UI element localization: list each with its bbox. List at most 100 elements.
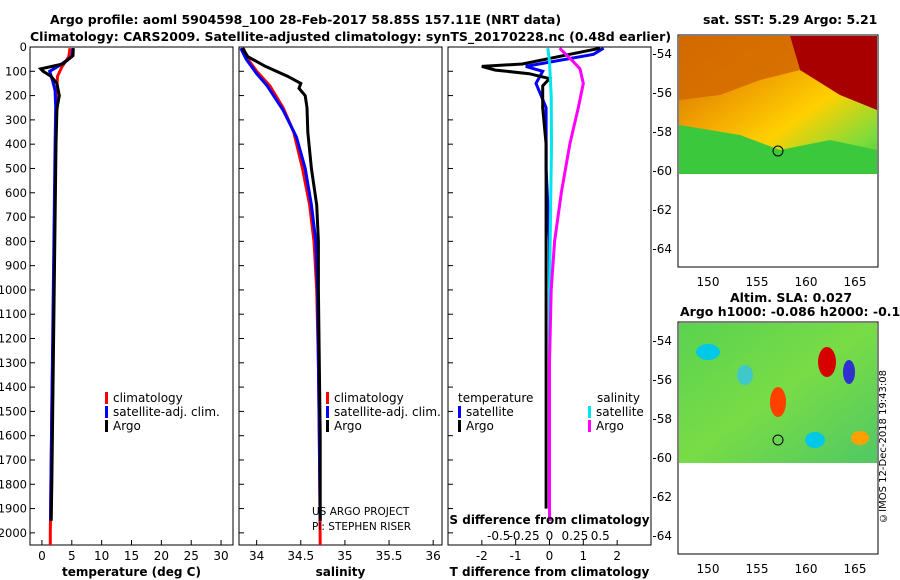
sla-map-ytick-label: -60 — [652, 451, 672, 465]
figure-title-line1: Argo profile: aoml 5904598_100 28-Feb-20… — [50, 12, 562, 27]
temperature-xtick-label: 0 — [38, 549, 46, 563]
sst-map-ytick-label: -58 — [652, 125, 672, 139]
pressure-tick-label: 1400 — [0, 380, 27, 394]
pressure-tick-label: 1700 — [0, 453, 27, 467]
top-xtick-label: -0.5 — [487, 529, 510, 543]
salinity-legend-swatch — [326, 406, 329, 418]
sla-map-ytick-label: -64 — [652, 529, 672, 543]
salinity-xtick-label: 36 — [426, 549, 441, 563]
differences-series-t-satellite — [525, 46, 605, 521]
pressure-tick-label: 200 — [5, 89, 27, 103]
sla-eddy-orange — [851, 431, 869, 445]
pressure-tick-label: 700 — [5, 210, 27, 224]
sla-argo-marker — [772, 434, 784, 446]
sst-map-ytick-label: -60 — [652, 164, 672, 178]
pressure-tick-label: 500 — [5, 161, 27, 175]
pressure-tick-label: 600 — [5, 186, 27, 200]
temperature-legend-label: satellite-adj. clim. — [113, 405, 220, 419]
sla-map-xtick-label: 160 — [795, 562, 818, 576]
salinity-plot-frame — [238, 46, 443, 546]
diff-legend-swatch — [458, 420, 461, 432]
temperature-xtick-label: 20 — [154, 549, 169, 563]
maps-layer: 150 155 160 165 -54 -56 -58 -60 -62 -64 150 155 160 1… — [652, 34, 879, 576]
differences-xtick-label: 0 — [546, 549, 554, 563]
sla-eddy-cyan-3 — [737, 365, 753, 385]
sst-map-xtick-label: 150 — [697, 275, 720, 289]
diff-legend-swatch — [588, 420, 591, 432]
temperature-legend-label: Argo — [113, 419, 141, 433]
diff-legend-title-salinity: salinity — [597, 391, 640, 405]
sst-green-region — [679, 125, 877, 174]
differences-series-s-argo — [548, 47, 585, 521]
sla-map-ytick-label: -58 — [652, 412, 672, 426]
pressure-tick-label: 300 — [5, 113, 27, 127]
sst-map-xtick-label: 165 — [844, 275, 867, 289]
temperature-xtick-label: 15 — [124, 549, 139, 563]
pressure-tick-label: 800 — [5, 234, 27, 248]
top-xlabel: S difference from climatology — [449, 513, 649, 527]
diff-legend-label: Argo — [466, 419, 494, 433]
sst-map-ytick-label: -62 — [652, 203, 672, 217]
temperature-plot-frame — [29, 46, 234, 546]
pressure-tick-label: 1600 — [0, 429, 27, 443]
pressure-tick-label: 1800 — [0, 477, 27, 491]
differences-xlabel: T difference from climatology — [450, 565, 650, 579]
top-xtick-label: 0.25 — [562, 529, 589, 543]
pressure-tick-label: 400 — [5, 137, 27, 151]
figure-title-line2: Climatology: CARS2009. Satellite-adjuste… — [30, 29, 672, 44]
sla-map-xtick-label: 165 — [844, 562, 867, 576]
diff-legend-title-temperature: temperature — [458, 391, 533, 405]
temperature-xtick-label: 30 — [213, 549, 228, 563]
sst-map-ytick-label: -54 — [652, 47, 672, 61]
sla-eddy-cyan-2 — [805, 432, 825, 448]
pressure-tick-label: 900 — [5, 259, 27, 273]
pressure-tick-label: 1500 — [0, 404, 27, 418]
salinity-xtick-label: 34.5 — [287, 549, 314, 563]
salinity-xtick-label: 35.5 — [376, 549, 403, 563]
salinity-xtick-label: 35 — [337, 549, 352, 563]
salinity-xtick-label: 34 — [249, 549, 264, 563]
diff-legend-swatch — [588, 406, 591, 418]
sla-map-title: Altim. SLA: 0.027 — [730, 290, 853, 305]
sla-map-ytick-label: -54 — [652, 334, 672, 348]
sst-map-ytick-label: -56 — [652, 86, 672, 100]
differences-xtick-label: 2 — [613, 549, 621, 563]
salinity-series-argo — [241, 47, 322, 521]
diff-legend-label: Argo — [596, 419, 624, 433]
pressure-tick-label: 0 — [20, 40, 27, 54]
top-xtick-label: 0.5 — [591, 529, 610, 543]
salinity-legend-swatch — [326, 392, 329, 404]
sla-eddy-red-1 — [818, 347, 836, 377]
pressure-tick-label: 1200 — [0, 332, 27, 346]
sla-eddy-blue-1 — [843, 360, 855, 384]
sst-orange-region — [679, 36, 800, 100]
sla-eddy-red-2 — [770, 387, 786, 417]
diff-legend-swatch — [458, 406, 461, 418]
top-xtick-label: 0 — [546, 529, 554, 543]
sst-map-xtick-label: 155 — [746, 275, 769, 289]
temperature-xlabel: temperature (deg C) — [62, 565, 201, 579]
sst-map-title: sat. SST: 5.29 Argo: 5.21 — [703, 12, 878, 27]
salinity-legend-label: Argo — [334, 419, 362, 433]
diff-legend-label: satellite — [596, 405, 644, 419]
sla-map-subtitle: Argo h1000: -0.086 h2000: -0.11 — [680, 304, 900, 319]
differences-series-t-argo — [481, 46, 601, 509]
sst-map-ytick-label: -64 — [652, 242, 672, 256]
pressure-tick-label: 2000 — [0, 526, 27, 540]
sla-map-xtick-label: 155 — [746, 562, 769, 576]
temperature-legend-swatch — [105, 406, 108, 418]
pressure-tick-label: 1100 — [0, 307, 27, 321]
differences-xtick-label: -1 — [510, 549, 522, 563]
salinity-xlabel: salinity — [316, 565, 366, 579]
diff-legend-label: satellite — [466, 405, 514, 419]
sla-map-ytick-label: -56 — [652, 373, 672, 387]
differences-xtick-label: -2 — [476, 549, 488, 563]
sst-warm-region — [790, 36, 877, 110]
pressure-tick-label: 1300 — [0, 356, 27, 370]
differences-xtick-label: 1 — [580, 549, 588, 563]
temperature-xtick-label: 5 — [68, 549, 76, 563]
pi-annotation: US ARGO PROJECT — [312, 506, 410, 518]
salinity-legend-swatch — [326, 420, 329, 432]
salinity-legend-label: satellite-adj. clim. — [334, 405, 441, 419]
